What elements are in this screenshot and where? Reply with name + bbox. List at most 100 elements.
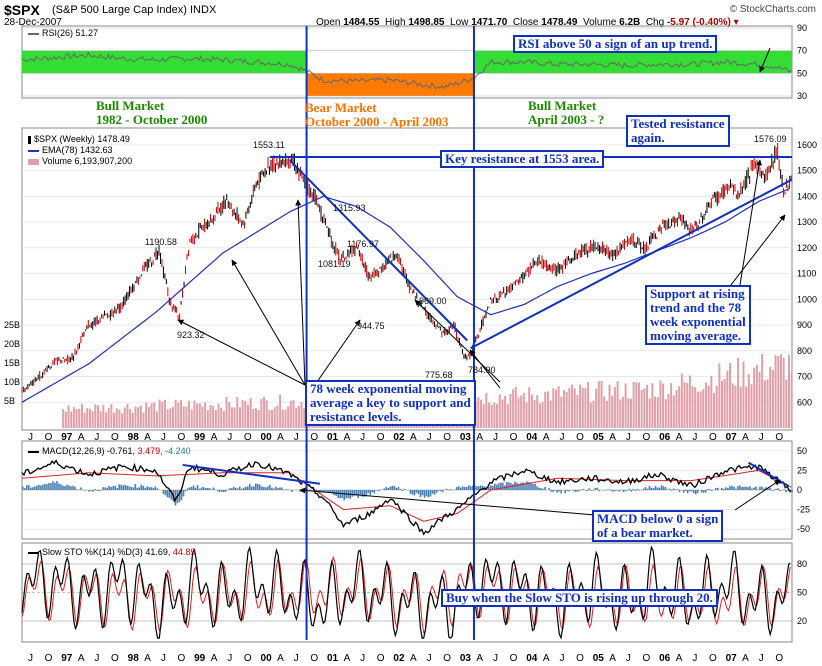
macd-histogram-bar bbox=[240, 488, 243, 490]
macd-histogram-bar bbox=[168, 490, 171, 498]
macd-histogram-bar bbox=[277, 487, 279, 490]
macd-histogram-bar bbox=[92, 490, 94, 492]
volume-bar bbox=[171, 406, 174, 428]
volume-bar bbox=[193, 400, 196, 428]
volume-bar bbox=[769, 367, 772, 428]
macd-histogram-bar bbox=[46, 484, 48, 490]
time-axis-label-top: O bbox=[443, 432, 451, 443]
macd-histogram-bar bbox=[743, 486, 745, 490]
volume-bar bbox=[96, 405, 99, 428]
bull-market-2: Bull Market April 2003 - ? bbox=[528, 99, 604, 127]
macd-histogram-bar bbox=[622, 490, 625, 492]
macd-histogram-bar bbox=[204, 487, 207, 490]
macd-histogram-bar bbox=[791, 490, 793, 493]
volume-bar bbox=[688, 375, 691, 428]
volume-bar bbox=[538, 403, 541, 428]
annotation-arrow-10 bbox=[734, 479, 781, 511]
ema-note: 78 week exponential moving average a key… bbox=[305, 380, 476, 426]
macd-histogram-bar bbox=[763, 488, 765, 490]
ohlc-summary: Open 1484.55 High 1498.85 Low 1471.70 Cl… bbox=[316, 17, 739, 28]
volume-bar bbox=[166, 409, 169, 428]
macd-histogram-bar bbox=[122, 485, 125, 490]
volume-bar bbox=[182, 406, 185, 428]
macd-histogram-bar bbox=[166, 490, 169, 498]
price-tick-label: 900 bbox=[797, 320, 812, 330]
macd-histogram-bar bbox=[232, 486, 235, 490]
macd-histogram-bar bbox=[395, 487, 398, 490]
rsi-note: RSI above 50 a sign of an up trend. bbox=[513, 35, 718, 53]
macd-histogram-bar bbox=[222, 490, 225, 493]
time-axis-label-bottom: 97 bbox=[61, 653, 73, 664]
time-axis-label-top: 00 bbox=[261, 432, 273, 443]
macd-histogram-bar bbox=[102, 487, 104, 490]
macd-histogram-bar bbox=[632, 488, 635, 490]
macd-histogram-bar bbox=[184, 490, 187, 492]
sto-d-line bbox=[21, 555, 791, 634]
macd-histogram-bar bbox=[100, 490, 102, 491]
macd-histogram-bar bbox=[552, 490, 554, 492]
macd-histogram-bar bbox=[365, 490, 368, 497]
volume-bar bbox=[188, 400, 191, 428]
time-axis-label-bottom: 99 bbox=[194, 653, 206, 664]
volume-bar bbox=[533, 400, 536, 428]
rsi-line bbox=[21, 51, 792, 90]
macd-histogram-bar bbox=[84, 490, 86, 491]
time-axis-label-top: A bbox=[609, 432, 616, 443]
bear-title: Bear Market bbox=[305, 100, 377, 115]
macd-histogram-bar bbox=[26, 485, 28, 490]
macd-note: MACD below 0 a sign of a bear market. bbox=[592, 510, 724, 542]
ema-line-2: average a key to support and bbox=[310, 395, 471, 410]
macd-histogram-bar bbox=[496, 484, 498, 490]
volume-bar bbox=[651, 383, 654, 428]
volume-bar bbox=[557, 386, 560, 428]
macd-histogram-bar bbox=[44, 483, 46, 490]
time-axis-label-bottom: J bbox=[427, 653, 432, 664]
rsi-tick-label: 50 bbox=[797, 68, 807, 78]
axis-labels: J O 97 A J O 98 A J O 99 A J O 00 A J O 01 A J O 02 A J O 03 A J O 04 A… bbox=[28, 432, 783, 664]
macd-histogram-bar bbox=[24, 488, 26, 490]
volume-bar bbox=[105, 412, 108, 428]
volume-bar bbox=[276, 405, 279, 428]
volume-bar bbox=[268, 410, 271, 428]
bull2-range: April 2003 - ? bbox=[528, 112, 605, 127]
high-value: 1498.85 bbox=[408, 17, 445, 28]
macd-histogram-bar bbox=[236, 488, 239, 490]
macd-histogram-bar bbox=[690, 490, 693, 492]
macd-histogram-bar bbox=[200, 487, 203, 490]
macd-histogram-bar bbox=[22, 486, 24, 490]
macd-histogram-bar bbox=[178, 490, 181, 502]
sto-note: Buy when the Slow STO is rising up throu… bbox=[441, 589, 718, 607]
volume-bar bbox=[702, 389, 705, 428]
macd-histogram-bar bbox=[542, 488, 544, 490]
macd-histogram-bar bbox=[475, 486, 478, 490]
volume-bar bbox=[265, 400, 268, 428]
macd-histogram-bar bbox=[216, 490, 219, 492]
volume-bar bbox=[222, 411, 225, 428]
volume-bar bbox=[174, 399, 177, 428]
volume-bar bbox=[123, 407, 126, 428]
volume-bar bbox=[774, 355, 777, 428]
annotation-arrow-1 bbox=[177, 319, 306, 386]
macd-histogram-bar bbox=[753, 487, 755, 490]
macd-histogram-bar bbox=[188, 487, 191, 490]
macd-histogram-bar bbox=[550, 490, 552, 492]
price-legend: $SPX (Weekly) 1478.49 EMA(78) 1432.63 Vo… bbox=[28, 134, 132, 167]
macd-histogram-bar bbox=[656, 487, 659, 490]
volume-bar bbox=[589, 402, 592, 428]
rsi-legend-text: RSI(26) 51.27 bbox=[42, 28, 99, 38]
macd-histogram-bar bbox=[220, 490, 223, 492]
macd-histogram-bar bbox=[538, 487, 540, 490]
macd-histogram-bar bbox=[88, 490, 90, 492]
volume-bar bbox=[230, 407, 233, 428]
volume-bar bbox=[785, 379, 788, 428]
macd-histogram-bar bbox=[32, 487, 34, 490]
macd-histogram-bar bbox=[74, 486, 76, 490]
time-axis-label-bottom: O bbox=[244, 653, 252, 664]
volume-bar bbox=[506, 404, 509, 428]
time-axis-label-top: A bbox=[543, 432, 550, 443]
macd-histogram-bar bbox=[425, 490, 428, 497]
macd-swatch bbox=[28, 450, 39, 453]
volume-bar bbox=[115, 408, 118, 428]
time-axis-label-bottom: A bbox=[277, 653, 284, 664]
